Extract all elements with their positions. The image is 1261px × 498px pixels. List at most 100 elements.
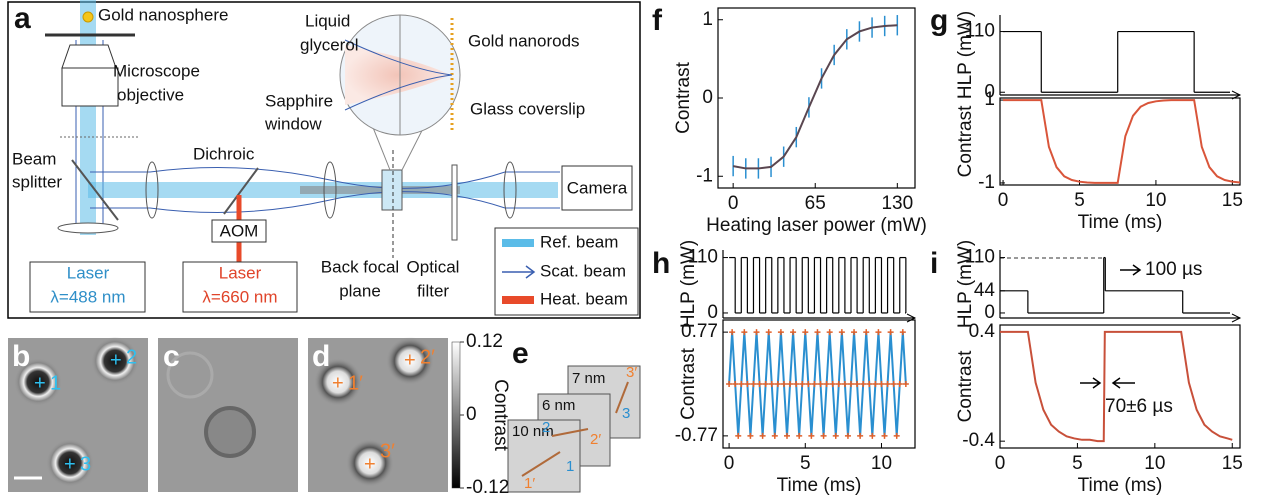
point-label: 3′	[626, 364, 637, 381]
point-label: 3	[622, 405, 630, 422]
marker	[844, 432, 851, 439]
panel-label: e	[512, 337, 529, 370]
marker	[835, 381, 842, 387]
step-label: 6 nm	[542, 397, 575, 414]
aom-box	[211, 219, 267, 243]
x-tick-label: 0	[728, 193, 739, 214]
lens	[503, 161, 517, 219]
y-tick-label: 110	[965, 247, 995, 268]
marker	[899, 329, 906, 336]
marker: +	[64, 453, 76, 475]
marker	[732, 381, 739, 387]
x-axis-label: Time (ms)	[1078, 212, 1163, 233]
panel-frame	[7, 1, 641, 319]
panel-label: f	[652, 4, 663, 37]
marker	[729, 329, 736, 336]
y-axis-label: Contrast	[955, 350, 976, 423]
y-axis-label: Contrast	[673, 61, 694, 134]
marker	[802, 329, 809, 336]
marker	[756, 381, 763, 387]
y-tick-label: 110	[688, 247, 718, 268]
marker	[744, 381, 751, 387]
marker	[814, 329, 821, 336]
marker	[832, 432, 839, 439]
label: Beam	[12, 149, 56, 168]
label: splitter	[12, 172, 62, 191]
arrow	[521, 451, 561, 477]
x-tick-label: 10	[1145, 190, 1166, 211]
marker: +	[364, 453, 376, 475]
point-label: 1′	[524, 475, 535, 492]
marker	[863, 329, 870, 336]
colorbar-label: Contrast	[490, 379, 511, 452]
marker	[774, 381, 781, 387]
marker-label: 3′	[380, 440, 395, 462]
x-tick-label: 15	[1222, 190, 1243, 211]
plot-frame	[999, 324, 1241, 449]
scat-beam	[90, 167, 560, 189]
annotation: 70±6 µs	[1105, 396, 1173, 417]
marker	[848, 381, 854, 387]
marker	[735, 432, 742, 439]
y-axis-label: Contrast	[678, 347, 699, 420]
marker	[841, 381, 848, 387]
plot-frame	[722, 319, 916, 449]
marker-label: 1′	[348, 372, 363, 394]
marker	[738, 381, 745, 387]
y-tick-label: 0	[984, 302, 995, 323]
marker	[851, 329, 858, 336]
y-tick-label: 1	[984, 89, 995, 110]
marker	[750, 381, 757, 387]
y-tick-label: -1	[978, 172, 995, 193]
x-tick-label: 15	[1222, 453, 1243, 474]
panel-label: g	[930, 4, 948, 37]
legend-label: Heat. beam	[540, 289, 628, 308]
panel-label: h	[652, 247, 670, 280]
marker	[777, 329, 784, 336]
marker	[771, 432, 778, 439]
label: Camera	[567, 178, 628, 197]
marker	[805, 381, 812, 387]
particle	[314, 358, 362, 406]
particle	[14, 358, 62, 406]
marker	[869, 432, 876, 439]
x-tick-label: 0	[998, 190, 1009, 211]
y-tick-label: -0.77	[675, 425, 718, 446]
marker	[881, 432, 888, 439]
label: window	[264, 114, 322, 133]
y-axis-label: HLP (mW)	[955, 240, 976, 328]
label: Laser	[219, 263, 262, 282]
legend-label: Scat. beam	[540, 261, 626, 280]
y-tick-label: 44	[974, 280, 996, 301]
marker	[747, 432, 754, 439]
ring	[204, 406, 256, 458]
marker	[787, 381, 794, 387]
beam-splitter	[71, 159, 119, 221]
marker	[762, 381, 769, 387]
marker: +	[404, 349, 416, 371]
marker	[857, 432, 864, 439]
beam-focus	[300, 186, 460, 194]
arrow	[615, 381, 629, 414]
marker	[808, 432, 815, 439]
point-label: 2′	[590, 431, 601, 448]
marker	[796, 432, 803, 439]
marker	[780, 381, 787, 387]
dichroic-mirror	[223, 167, 259, 215]
legend-swatch	[502, 265, 536, 279]
step-label: 7 nm	[572, 370, 605, 387]
ring	[166, 351, 214, 399]
colorbar-tick-label: 0.12	[466, 331, 503, 352]
panel-label: i	[930, 247, 938, 280]
marker	[820, 432, 827, 439]
arrow	[551, 428, 589, 437]
panel-label: a	[14, 2, 31, 35]
marker	[726, 381, 733, 387]
marker	[741, 329, 748, 336]
marker: +	[34, 372, 46, 394]
label: Glass coverslip	[470, 99, 585, 118]
plot-frame	[717, 7, 916, 189]
y-tick-label: 110	[965, 21, 995, 42]
